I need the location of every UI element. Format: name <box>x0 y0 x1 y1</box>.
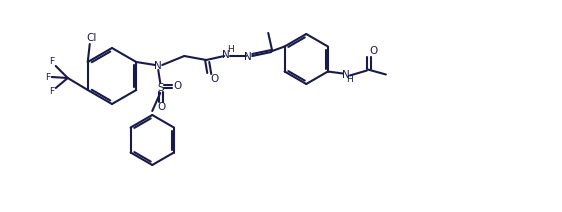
Text: N: N <box>342 70 350 80</box>
Text: O: O <box>370 46 378 56</box>
Text: F: F <box>45 73 51 81</box>
Text: H: H <box>347 75 353 84</box>
Text: O: O <box>210 74 219 84</box>
Text: Cl: Cl <box>87 33 97 43</box>
Text: F: F <box>49 57 55 67</box>
Text: F: F <box>49 88 55 96</box>
Text: O: O <box>157 102 165 112</box>
Text: N: N <box>244 52 252 62</box>
Text: N: N <box>223 50 230 60</box>
Text: H: H <box>227 46 234 54</box>
Text: S: S <box>157 83 164 93</box>
Text: O: O <box>173 81 182 91</box>
Text: N: N <box>155 61 162 71</box>
